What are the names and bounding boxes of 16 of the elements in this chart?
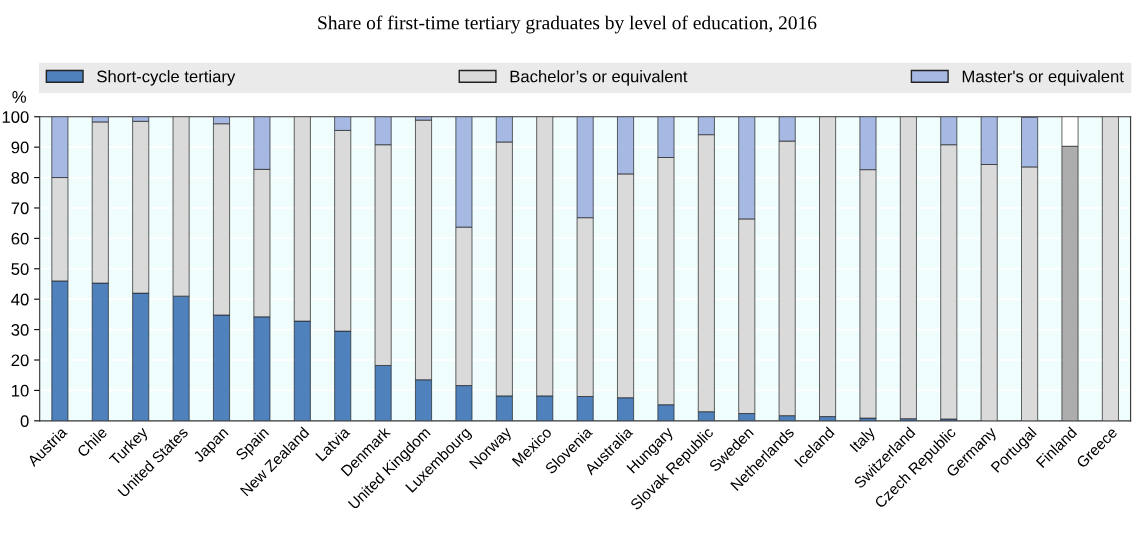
y-axis-title: % <box>12 91 27 103</box>
y-tick-label: 90 <box>11 141 29 154</box>
y-tick-label: 50 <box>11 263 29 275</box>
y-tick-label: 0 <box>20 415 29 428</box>
legend-label: Short-cycle tertiary <box>97 70 236 86</box>
legend-label: Bachelor’s or equivalent <box>510 70 688 86</box>
y-tick-label: 40 <box>11 293 29 306</box>
y-tick-label: 80 <box>11 171 29 184</box>
y-tick-label: 30 <box>11 324 29 336</box>
y-tick-label: 60 <box>11 232 29 245</box>
y-tick-label: 70 <box>11 202 29 215</box>
y-tick-label: 20 <box>11 354 29 367</box>
legend-label: Master's or equivalent <box>962 70 1124 86</box>
chart-title: Share of first-time tertiary graduates by level of education, 2016 <box>318 15 817 34</box>
y-tick-label: 10 <box>12 384 29 397</box>
y-tick-label: 100 <box>2 111 29 123</box>
